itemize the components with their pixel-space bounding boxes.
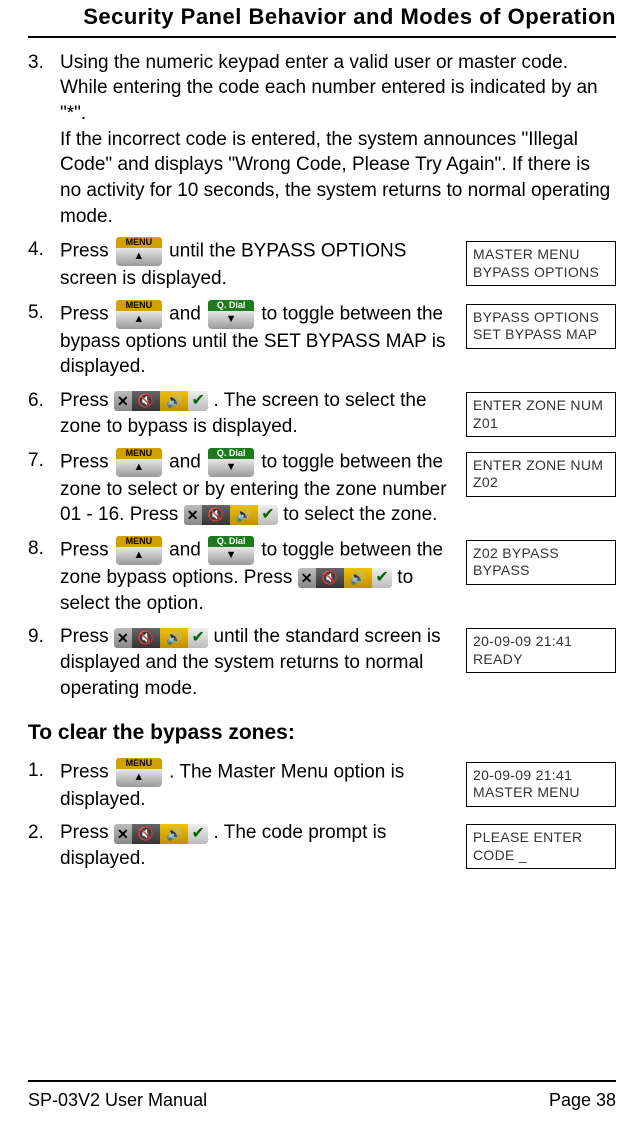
check-icon: ✔ [258, 505, 278, 525]
lcd-display: 20-09-09 21:41 MASTER MENU [466, 762, 616, 807]
speaker-mute-icon: 🔇 [202, 505, 230, 525]
step-text-pre: Press [60, 451, 114, 472]
step-number: 7. [28, 448, 60, 528]
qdial-label: Q. Dial [208, 536, 254, 547]
step-text-mid: and [169, 451, 206, 472]
check-icon: ✔ [188, 628, 208, 648]
step-number: 1. [28, 758, 60, 813]
speaker-mute-icon: 🔇 [132, 391, 160, 411]
menu-label: MENU [116, 237, 162, 248]
step-text: Using the numeric keypad enter a valid u… [60, 50, 616, 229]
menu-button-icon: MENU ▲ [116, 536, 162, 565]
lcd-display: MASTER MENU BYPASS OPTIONS [466, 241, 616, 286]
lcd-display: PLEASE ENTER CODE _ [466, 824, 616, 869]
page-footer: SP-03V2 User Manual Page 38 [28, 1080, 616, 1112]
up-arrow-icon: ▲ [116, 311, 162, 329]
qdial-button-icon: Q. Dial ▼ [208, 536, 254, 565]
step-number: 3. [28, 50, 60, 229]
x-icon: ✕ [298, 568, 316, 588]
step-text-pre: Press [60, 822, 114, 843]
step-number: 2. [28, 820, 60, 871]
lcd-display: BYPASS OPTIONS SET BYPASS MAP [466, 304, 616, 349]
step-text-pre: Press [60, 390, 114, 411]
step-number: 8. [28, 536, 60, 616]
confirm-button-icon: ✕🔇🔊✔ [114, 821, 208, 847]
speaker-on-icon: 🔊 [160, 391, 188, 411]
qdial-button-icon: Q. Dial ▼ [208, 448, 254, 477]
lcd-display: ENTER ZONE NUM Z02 [466, 452, 616, 497]
menu-label: MENU [116, 536, 162, 547]
step-number: 4. [28, 237, 60, 292]
step-text-after2: to select the zone. [283, 504, 437, 525]
step-text-pre: Press [60, 241, 114, 262]
step-6: 6. Press ✕🔇🔊✔ . The screen to select the… [28, 388, 616, 439]
step-text-pre: Press [60, 626, 114, 647]
x-icon: ✕ [114, 391, 132, 411]
step-3: 3. Using the numeric keypad enter a vali… [28, 50, 616, 229]
step-text-pre: Press [60, 539, 114, 560]
menu-button-icon: MENU ▲ [116, 448, 162, 477]
step-5: 5. Press MENU ▲ and Q. Dial ▼ to toggle … [28, 300, 616, 380]
speaker-mute-icon: 🔇 [316, 568, 344, 588]
speaker-on-icon: 🔊 [160, 628, 188, 648]
up-arrow-icon: ▲ [116, 769, 162, 787]
down-arrow-icon: ▼ [208, 459, 254, 477]
check-icon: ✔ [372, 568, 392, 588]
menu-button-icon: MENU ▲ [116, 758, 162, 787]
steps-list-b: 1. Press MENU ▲ . The Master Menu option… [28, 758, 616, 872]
step-text-mid: and [169, 539, 206, 560]
confirm-button-icon: ✕🔇🔊✔ [114, 625, 208, 651]
steps-list-a: 3. Using the numeric keypad enter a vali… [28, 50, 616, 702]
step-7: 7. Press MENU ▲ and Q. Dial ▼ to toggle … [28, 448, 616, 528]
x-icon: ✕ [184, 505, 202, 525]
step-number: 5. [28, 300, 60, 380]
step-number: 6. [28, 388, 60, 439]
up-arrow-icon: ▲ [116, 547, 162, 565]
menu-button-icon: MENU ▲ [116, 300, 162, 329]
menu-button-icon: MENU ▲ [116, 237, 162, 266]
menu-label: MENU [116, 758, 162, 769]
lcd-display: 20-09-09 21:41 READY [466, 628, 616, 673]
down-arrow-icon: ▼ [208, 311, 254, 329]
lcd-display: ENTER ZONE NUM Z01 [466, 392, 616, 437]
x-icon: ✕ [114, 824, 132, 844]
down-arrow-icon: ▼ [208, 547, 254, 565]
page-header: Security Panel Behavior and Modes of Ope… [28, 0, 616, 38]
step-text-pre: Press [60, 761, 114, 782]
step-text-mid: and [169, 303, 206, 324]
speaker-on-icon: 🔊 [160, 824, 188, 844]
qdial-button-icon: Q. Dial ▼ [208, 300, 254, 329]
step-number: 9. [28, 624, 60, 701]
confirm-button-icon: ✕🔇🔊✔ [184, 502, 278, 528]
lcd-display: Z02 BYPASS BYPASS [466, 540, 616, 585]
speaker-on-icon: 🔊 [344, 568, 372, 588]
step-8: 8. Press MENU ▲ and Q. Dial ▼ to toggle … [28, 536, 616, 616]
step-4: 4. Press MENU ▲ until the BYPASS OPTIONS… [28, 237, 616, 292]
qdial-label: Q. Dial [208, 448, 254, 459]
x-icon: ✕ [114, 628, 132, 648]
footer-right: Page 38 [549, 1088, 616, 1112]
section-heading: To clear the bypass zones: [28, 719, 616, 747]
up-arrow-icon: ▲ [116, 248, 162, 266]
speaker-mute-icon: 🔇 [132, 628, 160, 648]
speaker-on-icon: 🔊 [230, 505, 258, 525]
menu-label: MENU [116, 300, 162, 311]
qdial-label: Q. Dial [208, 300, 254, 311]
step-b2: 2. Press ✕🔇🔊✔ . The code prompt is displ… [28, 820, 616, 871]
confirm-button-icon: ✕🔇🔊✔ [298, 565, 392, 591]
menu-label: MENU [116, 448, 162, 459]
up-arrow-icon: ▲ [116, 459, 162, 477]
speaker-mute-icon: 🔇 [132, 824, 160, 844]
check-icon: ✔ [188, 824, 208, 844]
step-9: 9. Press ✕🔇🔊✔ until the standard screen … [28, 624, 616, 701]
step-text-pre: Press [60, 303, 114, 324]
confirm-button-icon: ✕🔇🔊✔ [114, 388, 208, 414]
check-icon: ✔ [188, 391, 208, 411]
footer-left: SP-03V2 User Manual [28, 1088, 207, 1112]
step-b1: 1. Press MENU ▲ . The Master Menu option… [28, 758, 616, 813]
